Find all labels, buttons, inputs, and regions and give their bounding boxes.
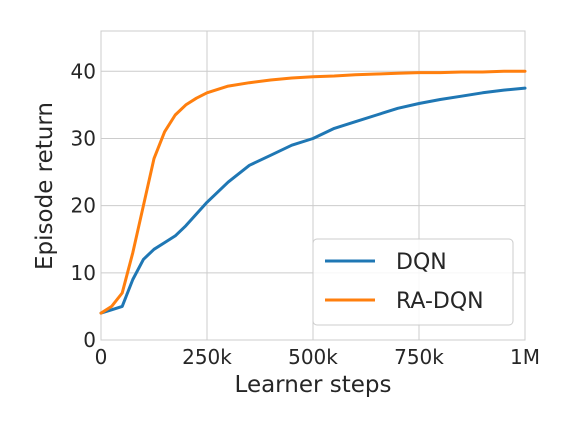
- x-tick-label: 750k: [394, 345, 444, 369]
- x-tick-label: 250k: [182, 345, 232, 369]
- y-tick-label: 30: [71, 126, 96, 150]
- series-line-ra-dqn: [99, 69, 527, 315]
- x-tick-label: 1M: [510, 345, 540, 369]
- series-group: [99, 69, 527, 315]
- x-axis-label: Learner steps: [235, 372, 392, 398]
- x-tick-labels: 0 250k 500k 750k 1M: [95, 345, 540, 369]
- y-tick-label: 20: [71, 194, 96, 218]
- y-tick-label: 0: [83, 328, 96, 352]
- y-axis-label: Episode return: [32, 102, 58, 270]
- x-tick-label: 500k: [288, 345, 338, 369]
- legend-label-dqn: DQN: [396, 250, 447, 275]
- y-tick-labels: 0 10 20 30 40: [71, 59, 96, 352]
- y-tick-label: 10: [71, 261, 96, 285]
- legend-label-ra-dqn: RA-DQN: [396, 289, 484, 314]
- series-line-dqn: [99, 86, 527, 315]
- legend: DQN RA-DQN: [312, 238, 514, 326]
- x-tick-label: 0: [95, 345, 108, 369]
- y-tick-label: 40: [71, 59, 96, 83]
